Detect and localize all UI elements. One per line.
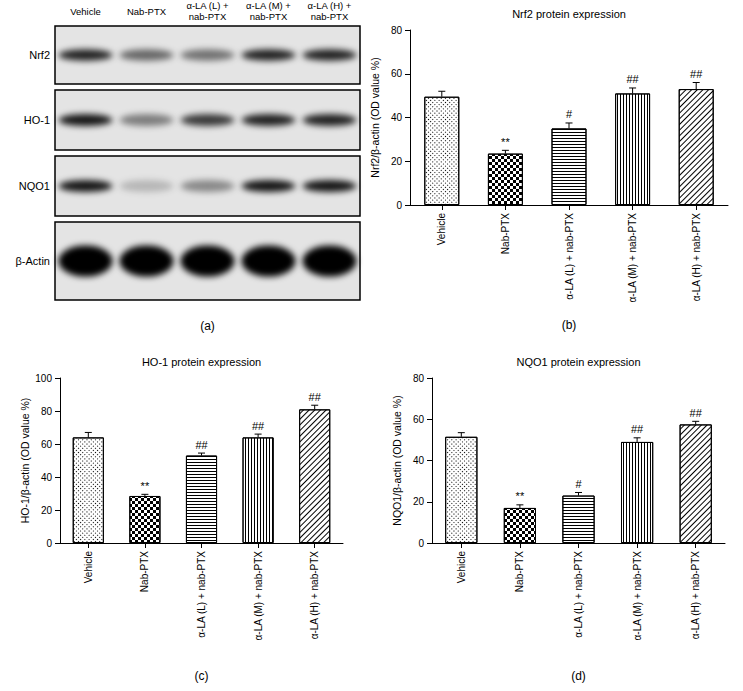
svg-text:80: 80 [413, 373, 425, 384]
svg-text:0: 0 [396, 200, 402, 211]
svg-text:Vehicle: Vehicle [436, 213, 447, 246]
svg-text:NQO1: NQO1 [19, 180, 50, 192]
svg-text:α-LA (L) + nab-PTX: α-LA (L) + nab-PTX [196, 551, 207, 638]
svg-text:80: 80 [41, 406, 53, 417]
svg-text:##: ## [690, 68, 703, 80]
svg-text:(a): (a) [200, 319, 215, 333]
svg-text:20: 20 [413, 496, 425, 507]
svg-text:#: # [566, 108, 573, 120]
svg-text:Nab-PTX: Nab-PTX [514, 551, 525, 592]
svg-text:40: 40 [391, 112, 403, 123]
svg-text:#: # [575, 478, 582, 490]
svg-text:0: 0 [46, 538, 52, 549]
svg-text:HO-1 protein expression: HO-1 protein expression [142, 356, 261, 368]
svg-text:Vehicle: Vehicle [456, 551, 467, 584]
svg-text:##: ## [626, 73, 639, 85]
svg-text:α-LA (M) + nab-PTX: α-LA (M) + nab-PTX [253, 551, 264, 641]
svg-text:β-Actin: β-Actin [16, 255, 50, 267]
svg-text:**: ** [501, 136, 510, 148]
svg-text:60: 60 [413, 414, 425, 425]
svg-text:(b): (b) [562, 318, 577, 332]
svg-text:Nab-PTX: Nab-PTX [500, 213, 511, 254]
svg-text:α-LA (H) + nab-PTX: α-LA (H) + nab-PTX [309, 551, 320, 640]
svg-text:Nrf2/β-actin (OD value %): Nrf2/β-actin (OD value %) [369, 57, 381, 177]
svg-text:20: 20 [41, 505, 53, 516]
svg-text:40: 40 [41, 472, 53, 483]
svg-text:60: 60 [391, 68, 403, 79]
svg-text:α-LA (H) + nab-PTX: α-LA (H) + nab-PTX [690, 551, 701, 640]
svg-text:α-LA (M) +nab-PTX: α-LA (M) +nab-PTX [246, 0, 291, 22]
svg-text:HO-1: HO-1 [24, 114, 50, 126]
svg-text:Nab-PTX: Nab-PTX [127, 6, 167, 17]
svg-text:0: 0 [418, 538, 424, 549]
svg-text:##: ## [309, 391, 322, 403]
svg-text:##: ## [252, 420, 265, 432]
svg-text:##: ## [631, 423, 644, 435]
svg-text:α-LA (L) + nab-PTX: α-LA (L) + nab-PTX [573, 551, 584, 638]
svg-text:Nab-PTX: Nab-PTX [139, 551, 150, 592]
svg-text:Vehicle: Vehicle [70, 6, 101, 17]
svg-text:Nrf2 protein expression: Nrf2 protein expression [512, 8, 626, 20]
svg-text:NQO1/β-actin (OD value %): NQO1/β-actin (OD value %) [391, 395, 403, 525]
svg-text:**: ** [516, 490, 525, 502]
svg-text:α-LA (M) + nab-PTX: α-LA (M) + nab-PTX [627, 213, 638, 303]
svg-text:α-LA (L) + nab-PTX: α-LA (L) + nab-PTX [564, 213, 575, 300]
svg-text:α-LA (L) +nab-PTX: α-LA (L) +nab-PTX [186, 0, 229, 22]
svg-text:##: ## [195, 439, 208, 451]
svg-text:60: 60 [41, 439, 53, 450]
svg-text:α-LA (M) + nab-PTX: α-LA (M) + nab-PTX [632, 551, 643, 641]
svg-text:100: 100 [35, 373, 52, 384]
svg-text:(d): (d) [571, 669, 586, 683]
svg-text:NQO1 protein expression: NQO1 protein expression [516, 356, 640, 368]
svg-text:##: ## [690, 407, 703, 419]
svg-text:α-LA (H) + nab-PTX: α-LA (H) + nab-PTX [691, 213, 702, 302]
svg-text:Vehicle: Vehicle [83, 551, 94, 584]
svg-text:**: ** [141, 480, 150, 492]
svg-text:(c): (c) [195, 669, 209, 683]
svg-text:α-LA (H) +nab-PTX: α-LA (H) +nab-PTX [308, 0, 352, 22]
svg-text:40: 40 [413, 455, 425, 466]
svg-text:HO-1/β-actin (OD value %): HO-1/β-actin (OD value %) [19, 398, 31, 524]
svg-text:80: 80 [391, 25, 403, 36]
svg-text:Nrf2: Nrf2 [29, 49, 50, 61]
svg-text:20: 20 [391, 156, 403, 167]
